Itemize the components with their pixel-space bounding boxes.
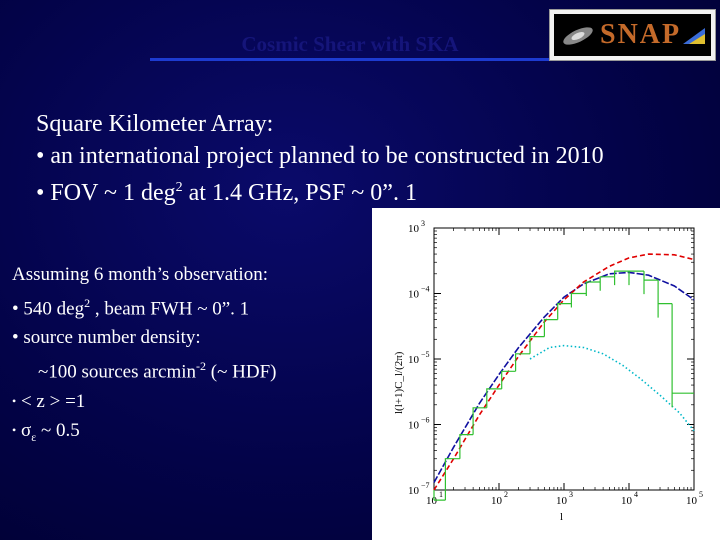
intro-bullet-2-sup: 2 [175, 180, 183, 195]
x-tick-exponent: 1 [439, 490, 443, 499]
y-tick-exponent: −4 [421, 285, 430, 294]
assume-bullet-area-rest: , beam FWH ~ 0”. 1 [90, 298, 250, 320]
assume-density-sup: -2 [196, 359, 207, 374]
y-tick-label: 10 [408, 485, 420, 497]
intro-bullet-1: • an international project planned to be… [36, 143, 604, 169]
series-line-dashed [433, 253, 695, 491]
assume-bullet-area: • 540 deg2 , beam FWH ~ 0”. 1 [12, 289, 276, 323]
y-tick-exponent: −7 [421, 481, 430, 490]
assume-density-value: ~100 sources arcmin-2 (~ HDF) [12, 352, 276, 386]
rainbow-icon [683, 28, 705, 44]
x-tick-label: 10 [426, 495, 438, 507]
assume-density-text: ~100 sources arcmin [38, 361, 197, 383]
y-tick-exponent: −6 [421, 416, 430, 425]
y-axis-label: l(l+1)C_l/(2π) [393, 351, 405, 414]
small-bullet: • [12, 393, 17, 408]
x-tick-exponent: 2 [504, 490, 508, 499]
x-tick-label: 10 [491, 495, 503, 507]
x-tick-label: 10 [621, 495, 633, 507]
x-tick-exponent: 5 [699, 490, 703, 499]
series-line-step [433, 270, 694, 501]
series-line-solid [433, 271, 695, 483]
assume-bullet-density: • source number density: [12, 327, 201, 349]
assume-redshift-text: < z > =1 [16, 390, 86, 412]
y-tick-label: 10 [408, 354, 420, 366]
logo-text: SNAP [600, 19, 682, 50]
x-axis-label: l [560, 511, 563, 523]
intro-heading: Square Kilometer Array: [36, 111, 274, 137]
slide-title: Cosmic Shear with SKA [241, 32, 459, 56]
small-bullet: • [12, 422, 17, 437]
x-tick-label: 10 [556, 495, 568, 507]
assume-bullet-sigma: • σε ~ 0.5 [12, 416, 276, 452]
snap-logo: SNAP [549, 9, 716, 61]
y-tick-label: 10 [408, 420, 420, 432]
galaxy-icon [563, 27, 593, 45]
y-tick-label: 10 [408, 289, 420, 301]
intro-bullet-2-rest: at 1.4 GHz, PSF ~ 0”. 1 [182, 180, 417, 206]
series-line-dotted [529, 344, 695, 432]
assume-sigma-text: σ [16, 419, 32, 441]
assume-bullet-redshift: • < z > =1 [12, 387, 276, 416]
assume-bullet-area-sup: 2 [84, 296, 91, 310]
y-tick-exponent: 3 [421, 219, 425, 228]
assumption-block: Assuming 6 month’s observation: • 540 de… [12, 260, 276, 451]
power-spectrum-chart: 10 1 10 2 10 3 10 4 10 5 10 −7 10 −6 10 −5 10 −4 10 3 l l(l+1… [372, 208, 720, 540]
title-rule [150, 58, 670, 61]
x-tick-exponent: 4 [634, 490, 638, 499]
x-tick-exponent: 3 [569, 490, 573, 499]
x-tick-label: 10 [686, 495, 698, 507]
intro-block: Square Kilometer Array: • an internation… [36, 108, 604, 209]
logo-background: SNAP [554, 14, 711, 56]
intro-bullet-2: • FOV ~ 1 deg2 at 1.4 GHz, PSF ~ 0”. 1 [36, 172, 604, 209]
assume-heading: Assuming 6 month’s observation: [12, 264, 268, 285]
assume-density-rest: (~ HDF) [206, 361, 277, 383]
assume-sigma-rest: ~ 0.5 [36, 419, 80, 441]
assume-sigma-sub: ε [31, 429, 37, 444]
assume-bullet-area-text: • 540 deg [12, 298, 85, 320]
plot-frame [433, 227, 695, 491]
y-tick-exponent: −5 [421, 350, 430, 359]
intro-bullet-2-text: • FOV ~ 1 deg [36, 180, 176, 206]
y-tick-label: 10 [408, 223, 420, 235]
